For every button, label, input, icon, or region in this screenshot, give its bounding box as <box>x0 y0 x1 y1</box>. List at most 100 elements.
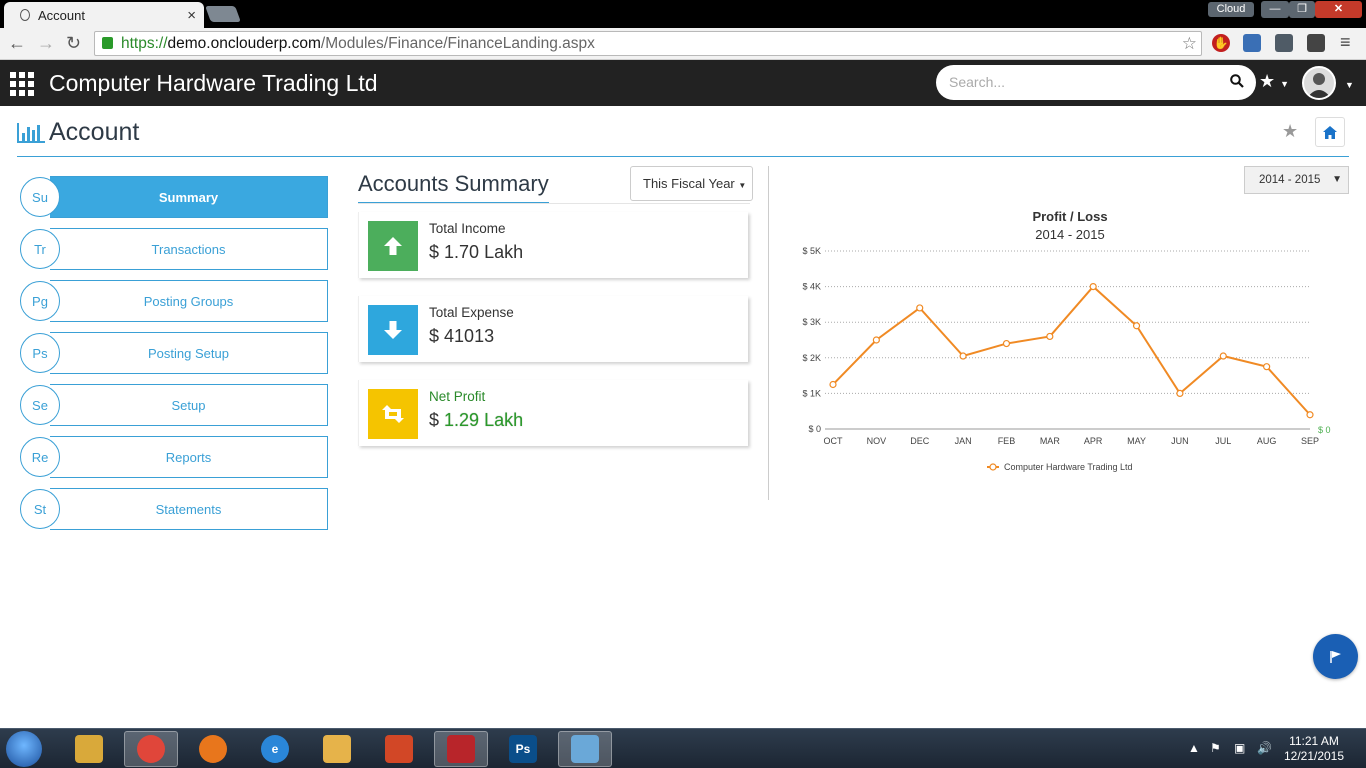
system-clock[interactable]: 11:21 AM 12/21/2015 <box>1278 734 1350 764</box>
taskbar-app-paint[interactable] <box>558 731 612 767</box>
menu-item-label: Setup <box>50 384 328 426</box>
network-icon[interactable]: ▣ <box>1234 741 1246 755</box>
flag-icon <box>1329 650 1341 663</box>
chart-legend[interactable]: Computer Hardware Trading Ltd <box>987 462 1133 472</box>
app-header: Computer Hardware Trading Ltd ★ ▼ ▼ <box>0 60 1366 106</box>
menu-item-transactions[interactable]: Transactions Tr <box>20 228 328 270</box>
period-dropdown-button[interactable]: This Fiscal Year ▼ <box>630 166 753 201</box>
taskbar-app-powerpoint[interactable] <box>372 731 426 767</box>
volume-icon[interactable]: 🔊 <box>1257 741 1272 755</box>
right-axis-label: $ 0 <box>1318 425 1331 435</box>
menu-item-summary[interactable]: Summary Su <box>20 176 328 218</box>
clock-date: 12/21/2015 <box>1283 749 1345 763</box>
taskbar-app-firefox[interactable] <box>186 731 240 767</box>
add-favorite-star-icon[interactable]: ★ <box>1282 121 1299 141</box>
minimize-button[interactable]: — <box>1261 1 1289 18</box>
company-title: Computer Hardware Trading Ltd <box>49 70 378 96</box>
arrow-down-icon <box>368 305 418 355</box>
data-point[interactable] <box>1089 282 1097 291</box>
feedback-flag-button[interactable] <box>1313 634 1358 679</box>
film-extension-icon[interactable] <box>1307 34 1325 52</box>
browser-menu-icon[interactable]: ≡ <box>1340 32 1351 52</box>
taskbar-app-filezilla[interactable] <box>434 731 488 767</box>
taskbar-app-chrome[interactable] <box>124 731 178 767</box>
expense-amount: 41013 <box>444 326 495 346</box>
data-point[interactable] <box>1046 332 1054 341</box>
accounts-summary-title: Accounts Summary <box>358 171 549 204</box>
extension-icon[interactable] <box>1243 34 1261 52</box>
tab-close-button[interactable]: × <box>187 6 196 24</box>
data-point[interactable] <box>916 304 924 312</box>
apps-grid-icon[interactable] <box>10 72 34 96</box>
net-profit-card: Net Profit $ 1.29 Lakh <box>358 380 748 446</box>
home-button[interactable] <box>1315 117 1345 147</box>
reload-icon[interactable]: ↻ <box>66 33 82 53</box>
address-bar[interactable]: https://demo.onclouderp.com/Modules/Fina… <box>94 31 1202 56</box>
data-point[interactable] <box>1176 389 1184 397</box>
data-point[interactable] <box>1132 322 1141 330</box>
card-value: $ 1.29 Lakh <box>429 410 523 431</box>
data-point[interactable] <box>959 352 967 360</box>
maximize-button[interactable]: ❐ <box>1289 1 1315 18</box>
user-menu-caret-icon[interactable]: ▼ <box>1345 80 1354 90</box>
data-point[interactable] <box>1219 352 1227 360</box>
year-select-value: 2014 - 2015 <box>1259 174 1321 186</box>
search-icon[interactable] <box>1230 74 1244 88</box>
back-icon[interactable]: ← <box>8 33 26 53</box>
total-expense-card: Total Expense $ 41013 <box>358 296 748 362</box>
x-tick-label: OCT <box>824 436 844 446</box>
data-point[interactable] <box>1002 339 1011 348</box>
chart-x-axis: OCT NOV DEC JAN FEB MAR APR MAY JUN JUL AUG SEP <box>824 436 1320 446</box>
menu-item-label: Summary <box>50 176 328 218</box>
explorer-icon <box>75 735 103 763</box>
user-avatar[interactable] <box>1302 66 1336 100</box>
x-tick-label: MAR <box>1040 436 1061 446</box>
menu-item-setup[interactable]: Setup Se <box>20 384 328 426</box>
adblock-extension-icon[interactable]: ✋ <box>1212 34 1230 52</box>
y-tick-label: $ 0 <box>808 424 821 434</box>
close-window-button[interactable]: ✕ <box>1315 1 1362 18</box>
action-center-flag-icon[interactable]: ⚑ <box>1210 741 1221 755</box>
menu-item-reports[interactable]: Reports Re <box>20 436 328 478</box>
menu-item-badge: Tr <box>20 229 60 269</box>
page-header: Account ★ <box>17 115 1349 157</box>
data-point[interactable] <box>872 336 880 344</box>
start-button[interactable] <box>6 731 42 767</box>
chart-series <box>829 282 1314 419</box>
chart-svg: Profit / Loss 2014 - 2015 $ 0 $ 1K $ 2K $ 3… <box>802 209 1331 472</box>
browser-toolbar: ← → ↻ https://demo.onclouderp.com/Module… <box>0 28 1366 60</box>
x-tick-label: AUG <box>1257 436 1277 446</box>
menu-item-posting-setup[interactable]: Posting Setup Ps <box>20 332 328 374</box>
tray-expand-icon[interactable]: ▲ <box>1188 741 1200 755</box>
taskbar-app-photoshop[interactable]: Ps <box>496 731 550 767</box>
menu-item-statements[interactable]: Statements St <box>20 488 328 530</box>
favorites-star-icon[interactable]: ★ ▼ <box>1259 71 1290 91</box>
data-point[interactable] <box>829 380 837 389</box>
vertical-divider <box>768 166 769 500</box>
eyedropper-extension-icon[interactable] <box>1275 34 1293 52</box>
browser-tab[interactable]: Account × <box>4 2 204 28</box>
menu-item-badge: Ps <box>20 333 60 373</box>
taskbar-app-ie[interactable]: e <box>248 731 302 767</box>
search-input[interactable] <box>949 74 1219 90</box>
url-path: /Modules/Finance/FinanceLanding.aspx <box>320 35 595 52</box>
caret-down-icon: ▼ <box>738 181 747 190</box>
currency-symbol: $ <box>429 326 440 346</box>
bookmark-star-icon[interactable]: ☆ <box>1181 34 1197 53</box>
new-tab-button[interactable] <box>205 6 241 22</box>
photoshop-icon: Ps <box>509 735 537 763</box>
forward-icon[interactable]: → <box>37 33 55 53</box>
y-tick-label: $ 2K <box>802 353 821 363</box>
tab-title: Account <box>38 7 85 23</box>
year-select[interactable]: 2014 - 2015 ▼ <box>1244 166 1349 194</box>
period-dropdown-label: This Fiscal Year <box>643 176 735 191</box>
data-point[interactable] <box>1306 411 1314 419</box>
loading-icon <box>20 9 30 21</box>
menu-item-posting-groups[interactable]: Posting Groups Pg <box>20 280 328 322</box>
taskbar-app-outlook[interactable] <box>310 731 364 767</box>
data-point[interactable] <box>1263 363 1271 371</box>
taskbar-app-explorer[interactable] <box>62 731 116 767</box>
outlook-icon <box>323 735 351 763</box>
x-tick-label: SEP <box>1301 436 1319 446</box>
total-income-card: Total Income $ 1.70 Lakh <box>358 212 748 278</box>
